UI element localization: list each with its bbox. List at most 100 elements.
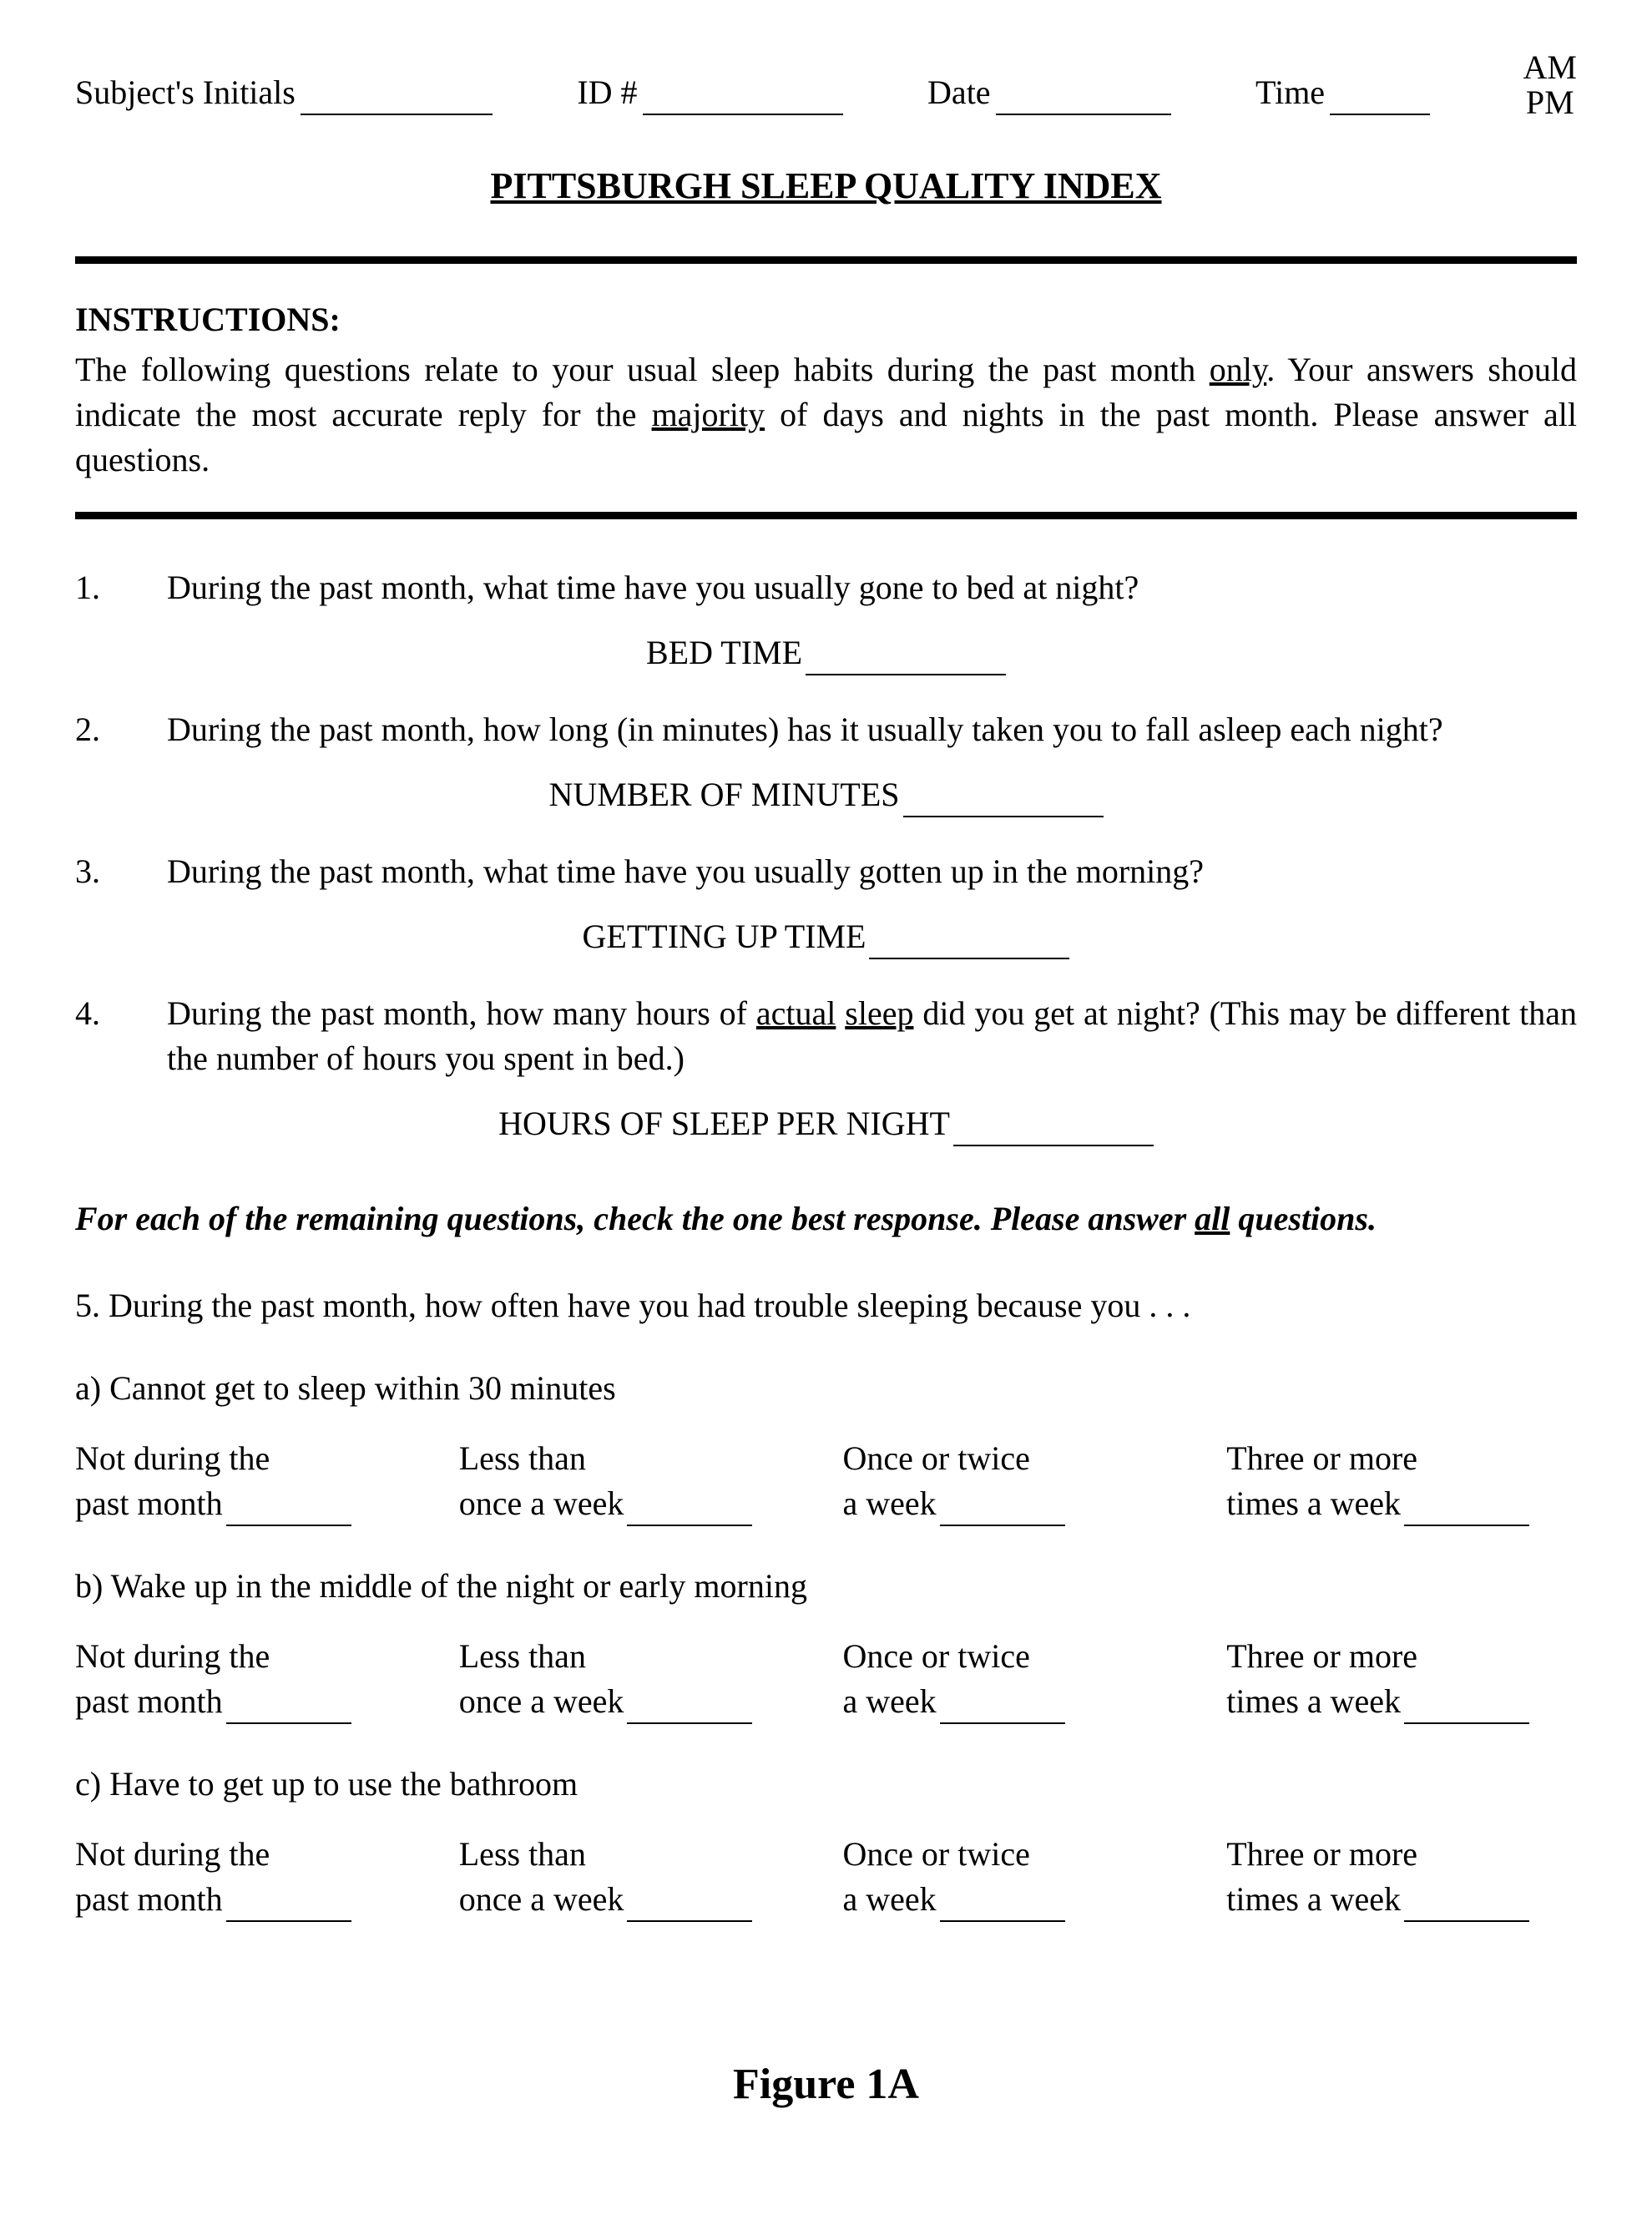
q5b-opt4-bot: times a week (1226, 1679, 1401, 1724)
q2-num: 2. (75, 707, 167, 752)
q4-row: 4. During the past month, how many hours… (75, 991, 1577, 1081)
q3-text: During the past month, what time have yo… (167, 849, 1577, 894)
q5b-opt1-blank[interactable] (226, 1687, 351, 1724)
q5c-opt4-bot: times a week (1226, 1877, 1401, 1922)
initials-label: Subject's Initials (75, 70, 296, 115)
q5c-opt3-top: Once or twice (843, 1832, 1030, 1877)
q5c-opt1-bot: past month (75, 1877, 223, 1922)
q2-text: During the past month, how long (in minu… (167, 707, 1577, 752)
q5c-opt3-bot: a week (843, 1877, 937, 1922)
q5c-opt4-blank[interactable] (1404, 1885, 1529, 1922)
q5a-opt4-bot: times a week (1226, 1481, 1401, 1526)
instructions: INSTRUCTIONS: The following questions re… (75, 297, 1577, 483)
q5a-opt1-blank[interactable] (226, 1489, 351, 1526)
q4-seg-a: During the past month, how many hours of (167, 994, 756, 1032)
initials-blank[interactable] (301, 78, 493, 115)
q5b-opt1-bot: past month (75, 1679, 223, 1724)
document-title: PITTSBURGH SLEEP QUALITY INDEX (75, 161, 1577, 210)
page: Subject's Initials ID # Date Time AM PM … (0, 0, 1652, 2215)
q5c-text: c) Have to get up to use the bathroom (75, 1762, 1577, 1807)
q1-text: During the past month, what time have yo… (167, 565, 1577, 610)
divider-bottom (75, 512, 1577, 519)
q5b-opt2-top: Less than (459, 1634, 586, 1679)
instructions-heading: INSTRUCTIONS: (75, 297, 1577, 342)
q5c-opt4-top: Three or more (1226, 1832, 1417, 1877)
q4-num: 4. (75, 991, 167, 1036)
q5c-opt1-top: Not during the (75, 1832, 270, 1877)
q3-fill-blank[interactable] (869, 923, 1069, 959)
q5-lead: 5. During the past month, how often have… (75, 1283, 1577, 1328)
q5a-opt2-top: Less than (459, 1436, 586, 1481)
q5b-opt2-bot: once a week (459, 1679, 624, 1724)
q5a-text: a) Cannot get to sleep within 30 minutes (75, 1366, 1577, 1411)
q5c-opt3: Once or twice a week (843, 1832, 1194, 1922)
time-blank[interactable] (1330, 78, 1430, 115)
figure-label: Figure 1A (75, 2056, 1577, 2114)
q5c-freq-row: Not during the past month Less than once… (75, 1832, 1577, 1922)
q5c-opt1-blank[interactable] (226, 1885, 351, 1922)
time-field: Time (1255, 70, 1430, 115)
q1-fill-label: BED TIME (646, 630, 802, 675)
date-label: Date (927, 70, 991, 115)
q4-u2: sleep (845, 994, 913, 1032)
q5c-opt1: Not during the past month (75, 1832, 426, 1922)
q3-row: 3. During the past month, what time have… (75, 849, 1577, 894)
q5a-opt3-blank[interactable] (940, 1489, 1065, 1526)
q5a-opt1: Not during the past month (75, 1436, 426, 1526)
q5a-opt1-top: Not during the (75, 1436, 270, 1481)
q5c-opt2-blank[interactable] (627, 1885, 752, 1922)
q5a-opt2-blank[interactable] (627, 1489, 752, 1526)
question-list: 1. During the past month, what time have… (75, 565, 1577, 1146)
id-field: ID # (577, 70, 842, 115)
remaining-instruction: For each of the remaining questions, che… (75, 1196, 1577, 1242)
q5b-opt4: Three or more times a week (1226, 1634, 1577, 1724)
q5b-opt4-blank[interactable] (1404, 1687, 1529, 1724)
q5a-opt3: Once or twice a week (843, 1436, 1194, 1526)
rem-all: all (1195, 1200, 1230, 1237)
q5a-freq-row: Not during the past month Less than once… (75, 1436, 1577, 1526)
time-label: Time (1255, 70, 1325, 115)
q5b-opt4-top: Three or more (1226, 1634, 1417, 1679)
am-label: AM (1523, 50, 1577, 85)
date-blank[interactable] (996, 78, 1171, 115)
q5b-opt3-blank[interactable] (940, 1687, 1065, 1724)
q5a-opt3-bot: a week (843, 1481, 937, 1526)
q5a-opt4-blank[interactable] (1404, 1489, 1529, 1526)
q2-fill-label: NUMBER OF MINUTES (548, 772, 899, 817)
q5a-opt2: Less than once a week (459, 1436, 810, 1526)
q1-fill: BED TIME (75, 630, 1577, 675)
q5c-opt2-top: Less than (459, 1832, 586, 1877)
instr-seg-1: The following questions relate to your u… (75, 351, 1210, 388)
q3-fill-label: GETTING UP TIME (583, 914, 866, 959)
q5b-text: b) Wake up in the middle of the night or… (75, 1564, 1577, 1609)
rem-b: questions. (1230, 1200, 1377, 1237)
date-field: Date (927, 70, 1171, 115)
q4-text: During the past month, how many hours of… (167, 991, 1577, 1081)
q5a-opt4: Three or more times a week (1226, 1436, 1577, 1526)
q2-fill-blank[interactable] (903, 781, 1104, 817)
q5b-opt3-bot: a week (843, 1679, 937, 1724)
q5b-opt3: Once or twice a week (843, 1634, 1194, 1724)
q3-fill: GETTING UP TIME (75, 914, 1577, 959)
q4-fill-blank[interactable] (953, 1110, 1154, 1146)
q5b-opt3-top: Once or twice (843, 1634, 1030, 1679)
q1-fill-blank[interactable] (806, 639, 1006, 675)
q5c-opt2-bot: once a week (459, 1877, 624, 1922)
q5c-opt3-blank[interactable] (940, 1885, 1065, 1922)
q4-fill: HOURS OF SLEEP PER NIGHT (75, 1101, 1577, 1146)
q5a-opt1-bot: past month (75, 1481, 223, 1526)
q4-u1: actual (756, 994, 836, 1032)
pm-label: PM (1526, 85, 1574, 120)
q5b-opt2-blank[interactable] (627, 1687, 752, 1724)
q5a-opt4-top: Three or more (1226, 1436, 1417, 1481)
am-pm: AM PM (1523, 50, 1577, 120)
instr-only: only (1210, 351, 1267, 388)
instr-majority: majority (652, 396, 765, 433)
q5c-opt2: Less than once a week (459, 1832, 810, 1922)
id-blank[interactable] (643, 78, 843, 115)
q4-sp (836, 994, 845, 1032)
q5b-opt2: Less than once a week (459, 1634, 810, 1724)
q1-num: 1. (75, 565, 167, 610)
q2-fill: NUMBER OF MINUTES (75, 772, 1577, 817)
q4-fill-label: HOURS OF SLEEP PER NIGHT (498, 1101, 950, 1146)
